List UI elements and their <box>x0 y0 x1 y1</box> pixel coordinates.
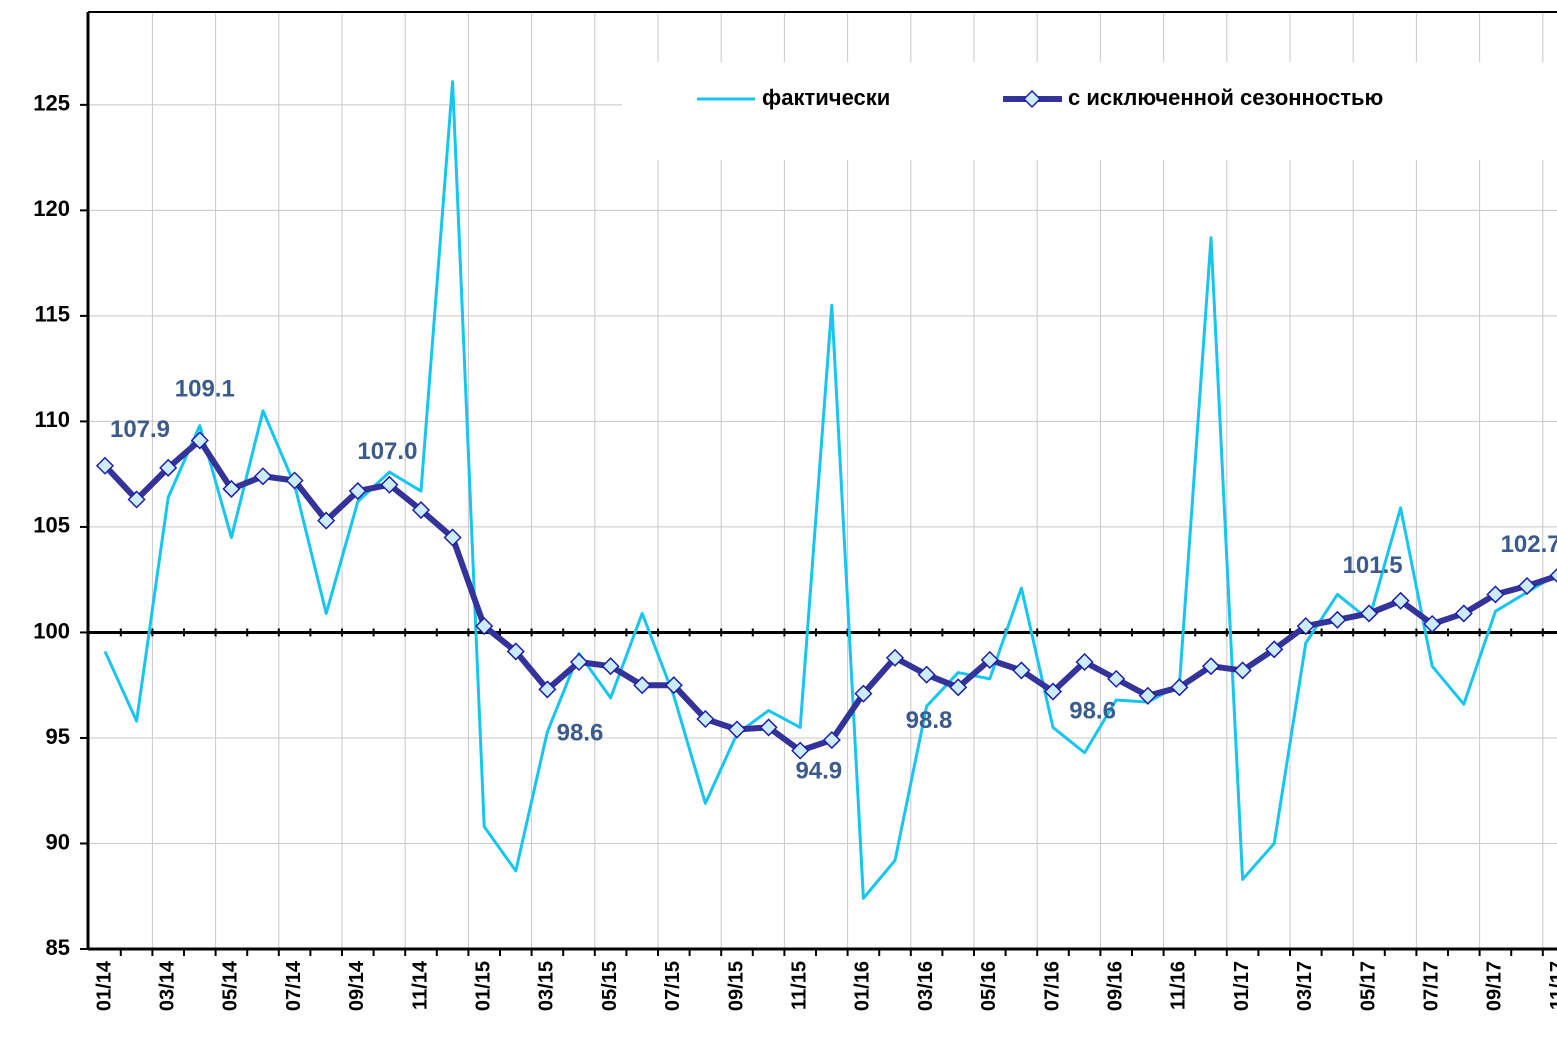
data-label: 98.6 <box>1069 697 1116 724</box>
x-tick-label: 09/17 <box>1484 961 1506 1011</box>
marker <box>380 475 399 494</box>
marker <box>1107 669 1126 688</box>
marker <box>1201 657 1221 676</box>
marker <box>348 481 367 501</box>
x-tick-label: 05/17 <box>1357 961 1379 1011</box>
x-tick-label: 05/14 <box>220 960 242 1011</box>
x-tick-label: 05/16 <box>978 961 1000 1011</box>
marker <box>1296 617 1315 636</box>
marker <box>190 431 209 450</box>
x-tick-label: 07/16 <box>1041 961 1063 1011</box>
x-tick-label: 09/15 <box>725 961 747 1011</box>
marker <box>1486 585 1505 604</box>
y-tick-label: 110 <box>35 407 71 432</box>
marker <box>411 500 431 520</box>
marker <box>664 676 683 695</box>
data-label: 107.9 <box>110 416 170 443</box>
legend-label: фактически <box>762 85 890 110</box>
data-label: 101.5 <box>1343 552 1403 579</box>
marker <box>759 718 778 737</box>
x-tick-label: 07/15 <box>662 961 684 1011</box>
marker <box>1138 686 1157 705</box>
marker <box>791 741 810 760</box>
x-tick-label: 03/16 <box>915 961 937 1011</box>
x-tick-label: 11/15 <box>788 961 810 1010</box>
marker <box>1391 591 1410 610</box>
marker <box>127 490 146 509</box>
marker <box>569 652 589 672</box>
marker <box>475 617 494 636</box>
x-tick-label: 09/14 <box>346 960 368 1011</box>
data-label: 102.7 <box>1501 531 1557 558</box>
data-label: 94.9 <box>795 757 842 784</box>
marker <box>1423 614 1442 634</box>
legend-background <box>622 62 1557 160</box>
marker <box>980 650 999 669</box>
y-tick-label: 85 <box>46 935 70 960</box>
marker <box>601 657 620 676</box>
marker <box>633 676 652 695</box>
marker <box>506 642 525 661</box>
data-label: 107.0 <box>357 438 417 465</box>
marker <box>159 458 178 477</box>
marker <box>822 731 841 750</box>
marker <box>696 709 715 729</box>
marker <box>1549 568 1557 583</box>
marker <box>538 680 557 699</box>
data-label: 109.1 <box>175 376 235 403</box>
y-tick-label: 115 <box>35 302 71 327</box>
x-tick-label: 03/14 <box>156 960 178 1011</box>
y-tick-label: 90 <box>46 829 70 854</box>
x-tick-label: 11/17 <box>1547 961 1557 1010</box>
marker <box>1517 576 1537 596</box>
x-tick-label: 01/16 <box>852 961 874 1011</box>
marker <box>1454 604 1473 623</box>
marker <box>1265 640 1284 659</box>
data-label: 98.6 <box>557 719 604 746</box>
x-tick-label: 03/17 <box>1294 961 1316 1011</box>
legend-marker <box>1022 89 1042 109</box>
x-tick-label: 07/17 <box>1420 961 1442 1011</box>
marker <box>885 648 905 667</box>
marker <box>1075 652 1094 672</box>
marker <box>727 720 747 739</box>
legend-label: с исключенной сезонностью <box>1068 85 1383 110</box>
marker <box>443 528 462 547</box>
x-tick-label: 07/14 <box>283 960 305 1011</box>
marker <box>1012 661 1031 680</box>
marker <box>917 665 936 684</box>
marker <box>1170 678 1189 697</box>
marker <box>253 467 273 486</box>
y-tick-label: 120 <box>33 196 70 221</box>
marker <box>1233 661 1252 680</box>
x-tick-label: 05/15 <box>599 961 621 1011</box>
marker <box>222 479 241 499</box>
data-label: 98.8 <box>906 707 953 734</box>
x-tick-label: 01/15 <box>472 961 494 1011</box>
x-tick-label: 11/14 <box>409 960 431 1010</box>
marker <box>95 456 115 475</box>
x-tick-label: 01/17 <box>1231 961 1253 1011</box>
x-tick-label: 01/14 <box>93 960 115 1011</box>
marker <box>949 678 968 697</box>
x-tick-label: 11/16 <box>1168 961 1190 1010</box>
y-tick-label: 95 <box>46 724 70 749</box>
x-tick-label: 03/15 <box>536 961 558 1011</box>
y-tick-label: 125 <box>33 91 70 116</box>
marker <box>317 511 336 530</box>
y-tick-label: 105 <box>33 513 70 538</box>
marker <box>285 471 304 490</box>
marker <box>1359 604 1379 623</box>
marker <box>854 684 873 703</box>
y-tick-label: 100 <box>33 618 70 643</box>
marker <box>1328 610 1347 629</box>
marker <box>1043 682 1063 701</box>
x-tick-label: 09/16 <box>1104 961 1126 1011</box>
